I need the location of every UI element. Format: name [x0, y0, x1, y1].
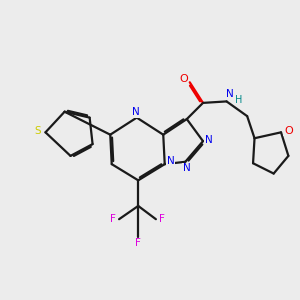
Text: F: F: [159, 214, 165, 224]
Text: F: F: [110, 214, 116, 224]
Text: N: N: [226, 89, 233, 99]
Text: N: N: [205, 135, 213, 145]
Text: F: F: [135, 238, 141, 248]
Text: N: N: [183, 163, 191, 173]
Text: S: S: [35, 126, 41, 136]
Text: O: O: [284, 126, 293, 136]
Text: H: H: [235, 95, 243, 105]
Text: O: O: [179, 74, 188, 84]
Text: N: N: [167, 156, 175, 166]
Text: N: N: [132, 107, 140, 117]
